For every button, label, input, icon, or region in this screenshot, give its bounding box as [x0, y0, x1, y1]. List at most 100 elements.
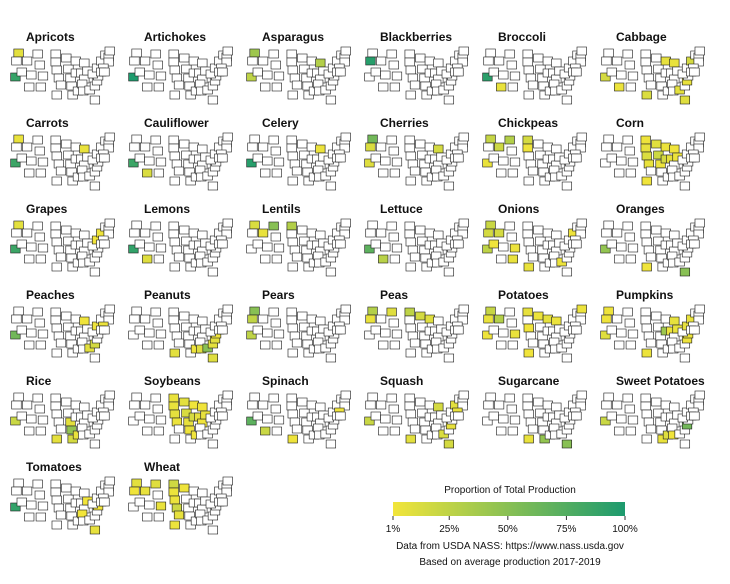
state	[221, 143, 232, 153]
state	[493, 56, 505, 66]
us-map	[482, 390, 587, 449]
crop-title: Wheat	[144, 460, 180, 474]
state	[247, 400, 258, 410]
state-fill	[576, 304, 587, 314]
state	[139, 400, 151, 410]
state	[656, 81, 667, 91]
state	[405, 323, 416, 333]
state	[409, 80, 421, 90]
state	[457, 315, 468, 325]
state-fill	[129, 486, 140, 496]
state	[339, 315, 350, 325]
state-fill	[641, 90, 652, 100]
state-fill	[496, 82, 507, 92]
state	[260, 168, 271, 178]
state	[16, 67, 27, 77]
state	[70, 142, 81, 152]
crop-title: Broccoli	[498, 30, 546, 44]
state	[656, 425, 667, 435]
state	[611, 314, 623, 324]
state-fill	[640, 143, 651, 153]
state	[483, 142, 494, 152]
state	[104, 46, 115, 56]
state	[340, 304, 351, 314]
state	[533, 139, 544, 149]
state-fill	[249, 220, 260, 230]
state	[32, 393, 43, 403]
state-fill	[168, 479, 179, 489]
state	[498, 414, 509, 424]
state	[641, 65, 652, 75]
state	[656, 167, 667, 177]
state	[32, 221, 43, 231]
state	[693, 315, 704, 325]
state	[184, 253, 195, 263]
state-fill	[184, 425, 195, 435]
state	[561, 267, 573, 277]
state	[173, 166, 185, 176]
state	[153, 426, 164, 436]
state	[640, 307, 651, 317]
state	[21, 228, 33, 238]
state	[405, 262, 416, 272]
state	[16, 153, 27, 163]
state-fill	[51, 434, 62, 444]
us-map	[10, 390, 115, 449]
state	[66, 167, 77, 177]
state	[104, 304, 115, 314]
state-fill	[641, 176, 652, 186]
state	[32, 49, 43, 59]
us-map	[10, 132, 115, 191]
state	[37, 329, 49, 339]
state	[404, 315, 415, 325]
state	[104, 390, 115, 400]
state	[523, 90, 534, 100]
state	[144, 328, 155, 338]
legend-title: Proportion of Total Production	[444, 485, 576, 496]
state-fill	[509, 329, 521, 339]
crop-title: Carrots	[26, 116, 69, 130]
state	[443, 267, 455, 277]
state	[144, 156, 155, 166]
state	[694, 390, 705, 400]
state	[50, 229, 61, 239]
state	[523, 176, 534, 186]
state	[386, 135, 397, 145]
state-fill	[249, 48, 260, 58]
state	[389, 254, 400, 264]
state	[504, 221, 515, 231]
state-fill	[246, 158, 257, 168]
state	[32, 307, 43, 317]
crop-title: Pears	[262, 288, 295, 302]
state	[104, 476, 115, 486]
state-fill	[131, 478, 142, 488]
state	[286, 401, 297, 411]
state	[551, 144, 562, 154]
state-fill	[424, 314, 435, 324]
state	[405, 348, 416, 358]
state-fill	[660, 142, 671, 152]
state	[51, 262, 62, 272]
state-fill	[173, 510, 185, 520]
state	[79, 402, 90, 412]
state	[66, 253, 77, 263]
state	[99, 153, 110, 163]
state	[51, 176, 62, 186]
state	[37, 415, 49, 425]
state	[424, 142, 435, 152]
state	[391, 243, 403, 253]
state	[11, 56, 22, 66]
state	[458, 46, 469, 56]
state	[457, 229, 468, 239]
state	[252, 411, 263, 421]
state	[404, 221, 415, 231]
state	[420, 81, 431, 91]
state	[504, 307, 515, 317]
state	[340, 390, 351, 400]
state	[405, 65, 416, 75]
state	[221, 229, 232, 239]
state	[150, 307, 161, 317]
state	[26, 242, 37, 252]
state	[37, 71, 49, 81]
state	[694, 304, 705, 314]
